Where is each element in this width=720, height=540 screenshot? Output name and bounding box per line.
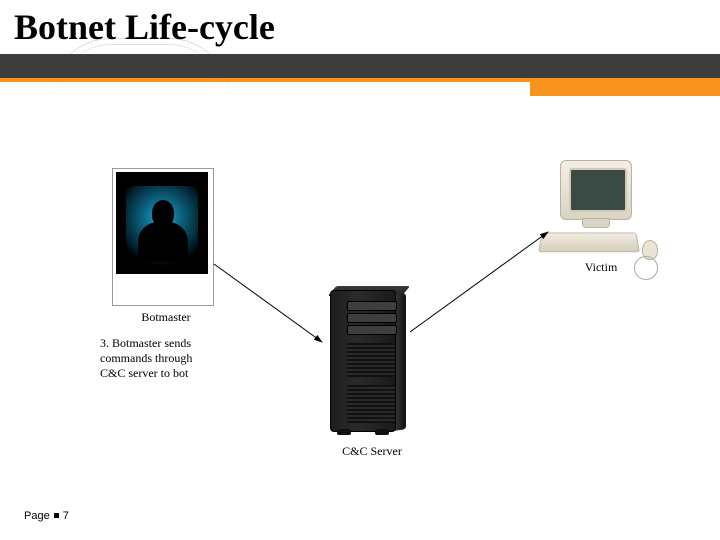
server-vents: [347, 343, 395, 377]
slide: Botnet Life-cycle Botmaster 3. Botmaster…: [0, 0, 720, 540]
victim-label: Victim: [576, 260, 626, 275]
header-accent-block: [530, 82, 720, 96]
step-3-line-3: C&C server to bot: [100, 366, 240, 381]
step-3-line-2: commands through: [100, 351, 240, 366]
server-drive-bay: [347, 325, 397, 335]
victim-monitor: [560, 160, 632, 220]
header-dark-band: [0, 54, 720, 78]
page-number: 7: [63, 510, 69, 522]
server-drive-bay: [347, 301, 397, 311]
cc-server-label: C&C Server: [332, 444, 412, 459]
victim-keyboard: [538, 233, 640, 253]
slide-title: Botnet Life-cycle: [14, 6, 275, 48]
cc-server-node: [322, 290, 412, 440]
victim-cd-icon: [634, 256, 658, 280]
server-front: [330, 290, 396, 432]
botmaster-label: Botmaster: [136, 310, 196, 325]
server-drive-bay: [347, 313, 397, 323]
victim-monitor-screen: [569, 168, 627, 212]
server-vents: [347, 385, 395, 423]
hacker-silhouette-head: [152, 200, 174, 226]
server-foot: [375, 429, 389, 435]
hacker-silhouette-body: [138, 222, 188, 262]
footer-bullet-icon: [54, 513, 59, 518]
edge-botmaster-to-cc: [214, 264, 322, 342]
botmaster-node: [116, 172, 208, 274]
step-3-line-1: 3. Botmaster sends: [100, 336, 240, 351]
page-label: Page: [24, 510, 50, 522]
page-footer: Page 7: [24, 510, 69, 522]
server-foot: [337, 429, 351, 435]
step-3-caption: 3. Botmaster sends commands through C&C …: [100, 336, 240, 381]
diagram-area: Botmaster 3. Botmaster sends commands th…: [0, 100, 720, 500]
victim-monitor-stand: [582, 218, 610, 228]
edge-cc-to-victim: [410, 232, 548, 332]
